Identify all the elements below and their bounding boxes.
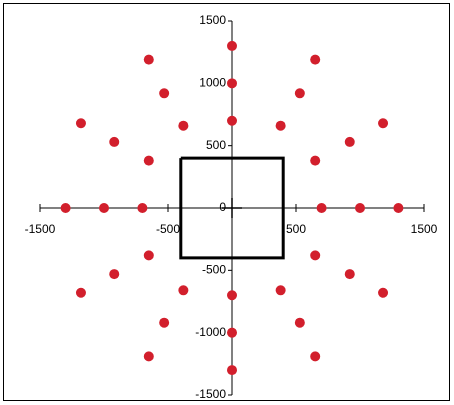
point <box>294 88 305 99</box>
point <box>227 365 237 376</box>
point <box>310 54 321 65</box>
y-tick-label: -1000 <box>195 325 226 339</box>
y-tick-label: 0 <box>219 200 226 214</box>
point <box>344 136 355 147</box>
point <box>378 287 389 298</box>
point <box>99 203 109 213</box>
point <box>227 115 237 126</box>
y-tick-label: -500 <box>202 263 226 277</box>
point <box>109 136 120 147</box>
x-tick-label: -1500 <box>25 222 56 236</box>
point <box>310 250 321 261</box>
point <box>60 203 71 213</box>
point <box>310 351 321 362</box>
y-tick-label: 1500 <box>199 13 226 27</box>
point <box>178 120 189 131</box>
point <box>316 203 327 213</box>
point <box>310 155 321 166</box>
point <box>178 285 189 296</box>
plot-area: -1500 -500 500 1500 -1500 -1000 -500 0 500 1000 15… <box>25 13 438 401</box>
chart-border <box>3 3 450 401</box>
point <box>227 327 237 338</box>
point <box>75 118 86 129</box>
x-tick-label: -500 <box>156 222 180 236</box>
point <box>227 290 237 301</box>
point <box>143 351 154 362</box>
point <box>137 203 148 213</box>
y-tick-label: 500 <box>206 138 226 152</box>
point <box>143 250 154 261</box>
point <box>275 285 286 296</box>
point <box>143 54 154 65</box>
point <box>159 88 170 99</box>
x-tick-label: 500 <box>286 222 306 236</box>
point <box>275 120 286 131</box>
point <box>355 203 365 213</box>
point <box>143 155 154 166</box>
point <box>344 269 355 280</box>
point <box>75 287 86 298</box>
point <box>378 118 389 129</box>
point <box>159 317 170 328</box>
line-series <box>179 156 285 260</box>
point <box>294 317 305 328</box>
point <box>227 40 237 51</box>
y-tick-label: -1500 <box>195 387 226 401</box>
x-tick-label: 1500 <box>411 222 438 236</box>
point <box>109 269 120 280</box>
point <box>393 203 404 213</box>
y-tick-label: 1000 <box>199 76 226 90</box>
point <box>227 78 237 89</box>
